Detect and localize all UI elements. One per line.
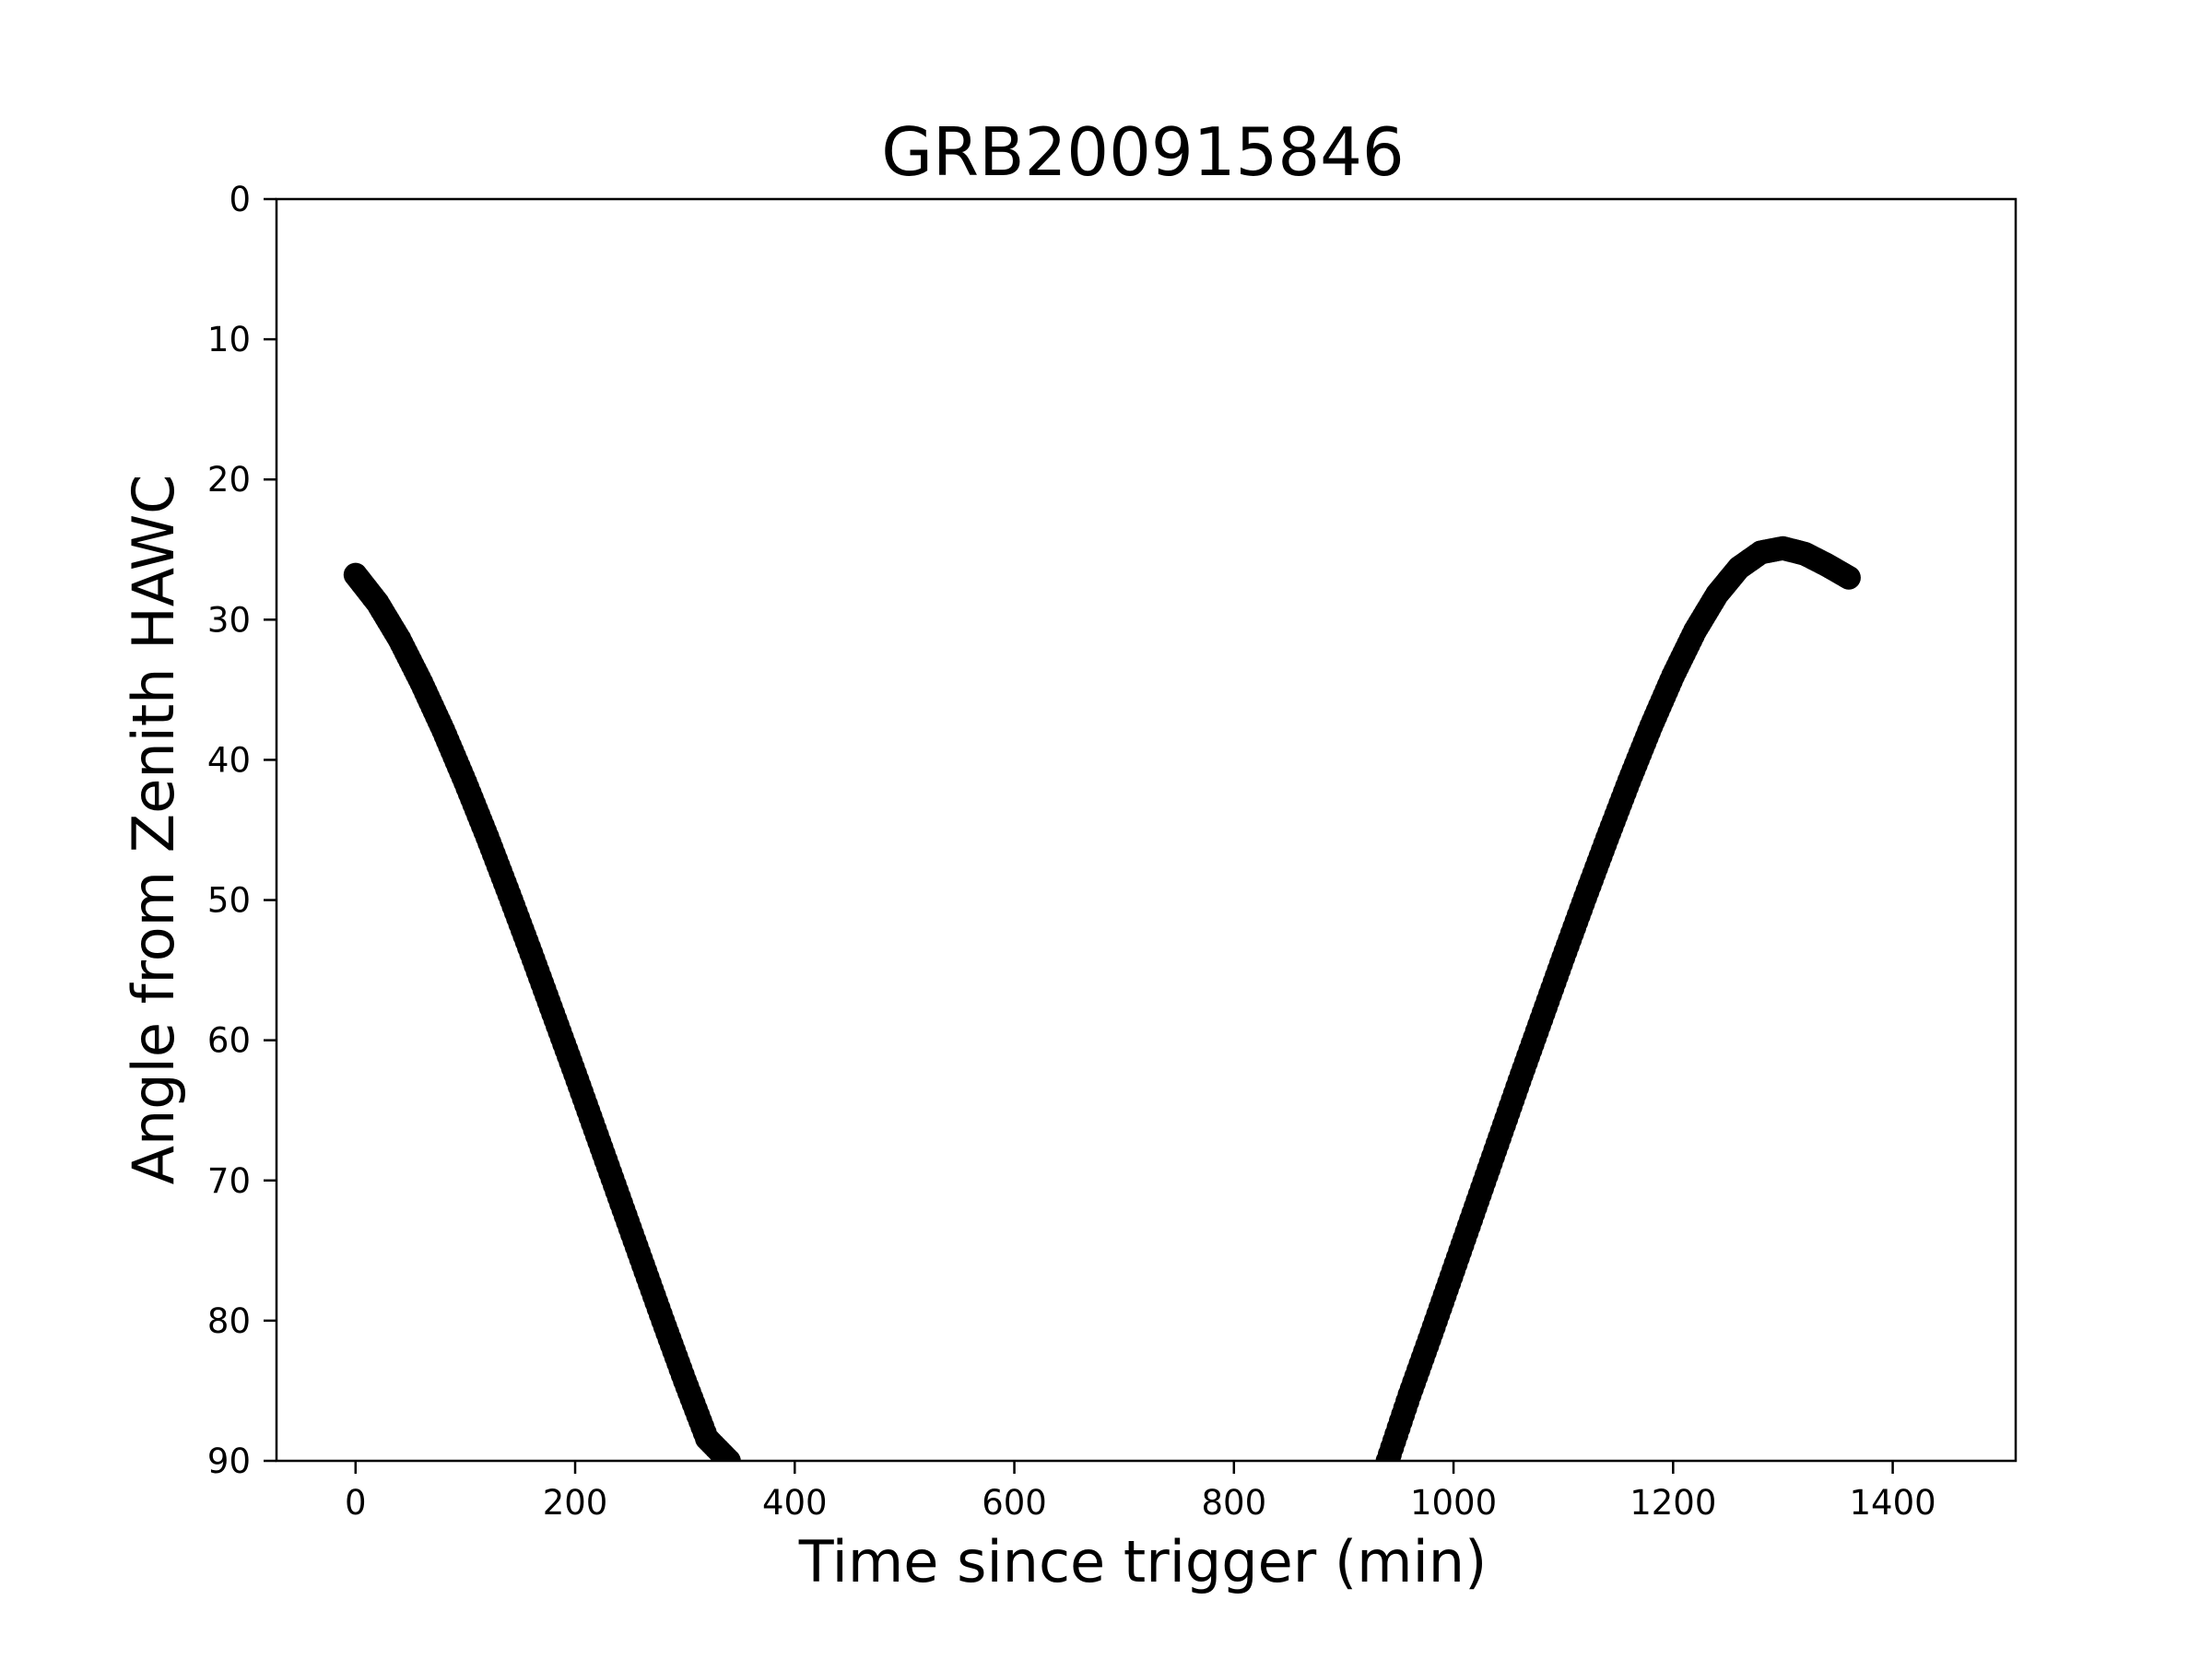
data-point xyxy=(1836,565,1861,590)
chart-title: GRB200915846 xyxy=(881,113,1405,191)
axes-frame xyxy=(275,197,2018,1463)
x-tick-label: 0 xyxy=(345,1483,367,1523)
y-axis-label: Angle from Zenith HAWC xyxy=(120,475,187,1185)
x-tick-label: 400 xyxy=(762,1483,828,1523)
x-tick-label: 600 xyxy=(982,1483,1047,1523)
x-tick-label: 1000 xyxy=(1410,1483,1497,1523)
x-tick-label: 800 xyxy=(1201,1483,1266,1523)
x-axis-label: Time since trigger (min) xyxy=(798,1528,1488,1595)
x-tick-label: 1200 xyxy=(1630,1483,1716,1523)
x-tick-label: 200 xyxy=(543,1483,608,1523)
x-tick-label: 1400 xyxy=(1849,1483,1936,1523)
y-tick-label: 60 xyxy=(207,1021,251,1061)
series-1 xyxy=(343,562,741,1461)
plot-area: 0 200 400 600 800 1000 1200 1400 0 10 20 30 40 50 60 70… xyxy=(207,180,1936,1523)
data-point xyxy=(716,1449,741,1461)
y-tick-label: 80 xyxy=(207,1301,251,1341)
y-tick-label: 50 xyxy=(207,881,251,921)
y-tick-label: 10 xyxy=(207,320,251,359)
y-tick-label: 0 xyxy=(229,180,251,219)
y-tick-label: 40 xyxy=(207,740,251,780)
y-tick-label: 70 xyxy=(207,1161,251,1201)
y-tick-label: 90 xyxy=(207,1441,251,1481)
series-2 xyxy=(1375,535,1861,1461)
y-tick-label: 20 xyxy=(207,460,251,500)
y-tick-label: 30 xyxy=(207,600,251,640)
